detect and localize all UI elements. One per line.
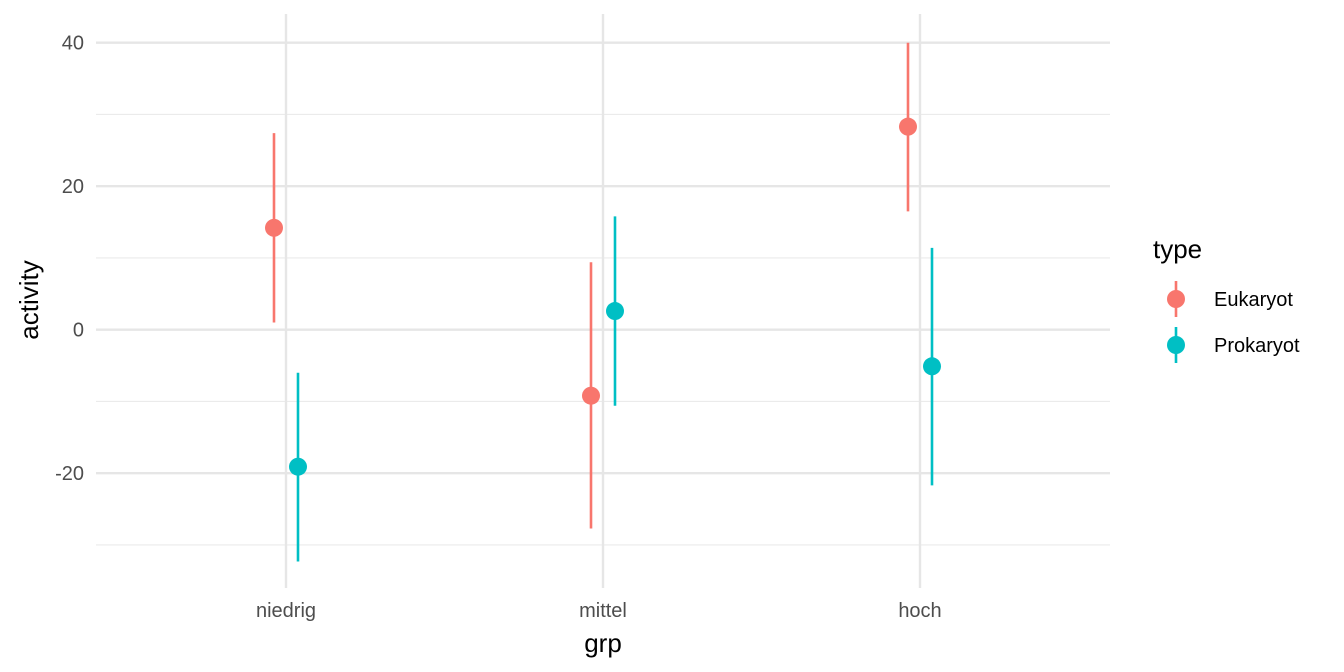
data-point <box>899 117 917 136</box>
grid <box>96 14 1110 588</box>
x-tick-label: niedrig <box>256 600 316 622</box>
x-tick-label: mittel <box>579 600 627 622</box>
legend-key-point <box>1167 290 1185 308</box>
legend-items: Eukaryot Prokaryot <box>1167 281 1300 363</box>
data-point <box>923 357 941 376</box>
legend-item-eukaryot: Eukaryot <box>1167 281 1293 317</box>
legend: type Eukaryot Prokaryot <box>1153 234 1300 363</box>
x-axis-ticks: niedrig mittel hoch <box>256 600 942 622</box>
data-point <box>606 302 624 321</box>
y-axis-title: activity <box>14 260 44 339</box>
y-axis-ticks: -20 0 20 40 <box>55 33 84 486</box>
y-tick-label: 40 <box>62 33 84 55</box>
data-point <box>265 218 283 237</box>
data-point <box>289 457 307 476</box>
legend-label: Eukaryot <box>1214 289 1293 311</box>
legend-label: Prokaryot <box>1214 335 1300 357</box>
y-tick-label: 20 <box>62 176 84 198</box>
legend-item-prokaryot: Prokaryot <box>1167 327 1300 363</box>
y-tick-label: -20 <box>55 463 84 485</box>
legend-title: type <box>1153 234 1202 264</box>
x-tick-label: hoch <box>898 600 941 622</box>
series-prokaryot <box>289 216 941 562</box>
legend-key-point <box>1167 336 1185 354</box>
x-axis-title: grp <box>584 628 622 658</box>
plot-series <box>265 42 941 562</box>
data-point <box>582 386 600 405</box>
y-tick-label: 0 <box>73 320 84 342</box>
series-eukaryot <box>265 42 917 529</box>
